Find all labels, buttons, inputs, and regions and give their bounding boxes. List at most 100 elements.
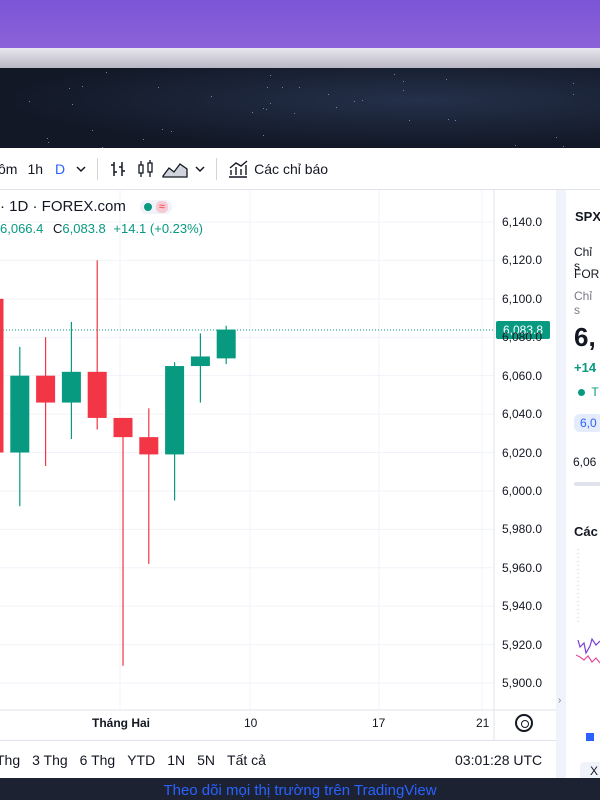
candle[interactable] (36, 337, 56, 466)
delayed-data-icon: ≈ (155, 200, 168, 213)
star-dot (455, 120, 457, 122)
price-tick-label: 6,060.0 (502, 368, 543, 383)
star-dot (28, 100, 30, 102)
interval-1h-button[interactable]: 1h (27, 148, 43, 190)
candle[interactable] (113, 417, 133, 666)
star-dot (262, 107, 264, 109)
price-tick-label: 6,120.0 (502, 253, 543, 268)
candle-chart-style-button[interactable] (136, 148, 156, 190)
candle-body (0, 298, 4, 453)
star-dot (270, 75, 272, 77)
market-status-pill[interactable]: ≈ (139, 199, 172, 214)
panel-splitter[interactable]: › (556, 190, 566, 778)
interval-1h-label: 1h (27, 160, 44, 177)
time-tick-label: 17 (372, 716, 386, 730)
star-dot (282, 86, 284, 88)
star-dot (162, 129, 164, 131)
price-tick-label: 6,020.0 (502, 445, 543, 460)
range-6m-button[interactable]: 6 Thg (79, 751, 116, 768)
star-dot (448, 119, 450, 121)
details-type: Chỉ s (574, 289, 593, 317)
candle[interactable] (190, 333, 210, 403)
candle[interactable] (216, 325, 236, 365)
close-button[interactable]: X (580, 762, 600, 778)
range-1m-button[interactable]: Thg (0, 751, 21, 768)
legend-swatch-icon (586, 733, 594, 741)
candle[interactable] (0, 298, 4, 453)
star-dot (47, 138, 49, 140)
details-range-chip[interactable]: 6,0 (574, 414, 600, 432)
candle[interactable] (165, 362, 185, 501)
area-chart-style-button[interactable] (162, 148, 188, 190)
price-tick-label: 6,140.0 (502, 215, 543, 229)
interval-dropdown-button[interactable] (75, 148, 87, 190)
price-tick-label: 6,100.0 (502, 291, 543, 306)
details-change: +14 (574, 360, 597, 375)
toolbar-separator (216, 157, 218, 180)
area-chart-icon (162, 162, 188, 178)
star-dot (294, 112, 296, 114)
indicators-button[interactable]: Các chỉ báo (227, 148, 328, 190)
chart-style-dropdown-button[interactable] (194, 148, 206, 190)
details-status-label: T (591, 385, 599, 399)
range-1y-button[interactable]: 1N (167, 751, 186, 768)
chart-settings-gear-icon[interactable] (515, 714, 533, 732)
details-status: T (578, 385, 599, 399)
star-dot (92, 129, 94, 131)
price-tick-label: 5,940.0 (502, 599, 543, 614)
bar-chart-style-button[interactable] (108, 148, 128, 190)
time-tick-label: Tháng Hai (92, 716, 151, 730)
interval-d-label: D (55, 160, 66, 177)
star-dot (105, 72, 107, 73)
interval-minutes-label: ôm (0, 160, 18, 177)
candle-body (216, 329, 236, 359)
details-symbol[interactable]: SPX (575, 209, 600, 224)
candle[interactable] (139, 408, 159, 564)
ohlc-close-label: C (53, 221, 63, 236)
price-tick-label: 6,080.0 (502, 330, 543, 345)
range-3m-button[interactable]: 3 Thg (32, 751, 68, 768)
candle-body (10, 375, 30, 453)
range-ytd-button[interactable]: YTD (127, 751, 156, 768)
star-dot (211, 96, 213, 97)
chart-pane[interactable] (0, 190, 556, 740)
star-dot (361, 100, 363, 102)
candles-icon (138, 159, 153, 177)
candle[interactable] (61, 321, 81, 440)
range-all-button[interactable]: Tất cả (227, 751, 266, 768)
day-range-bar (574, 482, 600, 486)
star-dot (143, 138, 145, 140)
candle-body (139, 437, 159, 455)
last-price-tag: 6,083.8 (496, 321, 550, 339)
interval-minutes-button[interactable]: ôm (0, 148, 17, 190)
candle-body (190, 356, 210, 367)
price-tick-label: 6,040.0 (502, 407, 543, 422)
utc-clock[interactable]: 03:01:28 UTC (455, 751, 543, 768)
tradingview-link[interactable]: Theo dõi mọi thị trường trên TradingView (163, 782, 437, 799)
status-dot-icon (578, 389, 585, 396)
price-chart[interactable] (0, 190, 556, 740)
market-open-dot-icon (143, 202, 152, 211)
star-dot (267, 86, 269, 88)
star-dot (515, 145, 517, 147)
star-dot (556, 136, 558, 138)
indicators-label: Các chỉ báo (254, 160, 329, 177)
candle[interactable] (87, 260, 107, 430)
star-dot (408, 119, 410, 121)
star-dot (81, 85, 83, 87)
candle-body (61, 371, 81, 403)
range-5y-button[interactable]: 5N (197, 751, 216, 768)
star-dot (403, 90, 405, 92)
footer-banner: Theo dõi mọi thị trường trên TradingView (0, 778, 600, 800)
toolbar-separator (97, 157, 99, 180)
symbol-legend: · 1D · FOREX.com ≈ (0, 198, 172, 215)
browser-top-band (0, 0, 600, 48)
ohlc-open-value: 6,066.4 (0, 221, 44, 236)
interval-d-button[interactable]: D (55, 148, 65, 190)
indicators-icon (229, 159, 248, 178)
details-section-title: Các (574, 524, 598, 539)
candle[interactable] (10, 346, 30, 507)
collapse-chevron-icon[interactable]: › (558, 695, 562, 706)
price-tick-label: 5,900.0 (502, 676, 543, 690)
chevron-down-icon (76, 165, 86, 172)
